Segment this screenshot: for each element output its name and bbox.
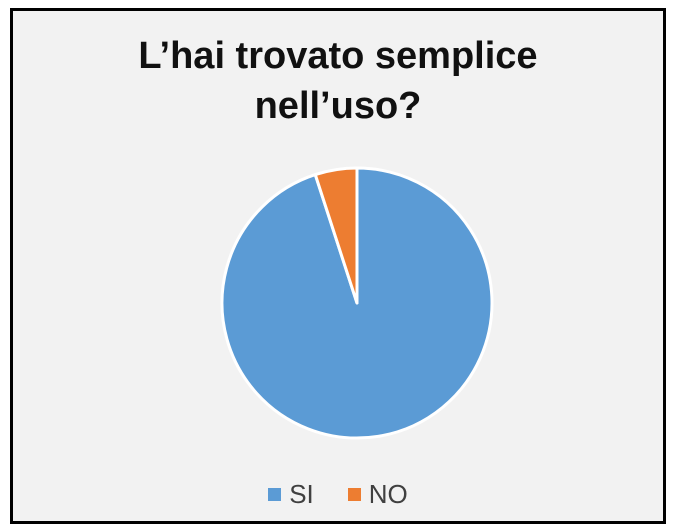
- legend-swatch-si: [268, 488, 282, 501]
- pie-slice-no: [313, 166, 359, 305]
- legend-item-no: NO: [347, 479, 408, 510]
- legend-swatch-no: [347, 488, 361, 501]
- chart-frame: L’hai trovato semplice nell’uso? SI NO: [10, 8, 666, 524]
- legend: SI NO: [13, 479, 663, 510]
- legend-label-si: SI: [289, 479, 314, 509]
- chart-title: L’hai trovato semplice nell’uso?: [138, 35, 538, 127]
- legend-label-no: NO: [368, 479, 408, 509]
- pie-chart: [220, 166, 494, 440]
- legend-item-si: SI: [268, 479, 314, 510]
- pie-slices: [220, 166, 494, 440]
